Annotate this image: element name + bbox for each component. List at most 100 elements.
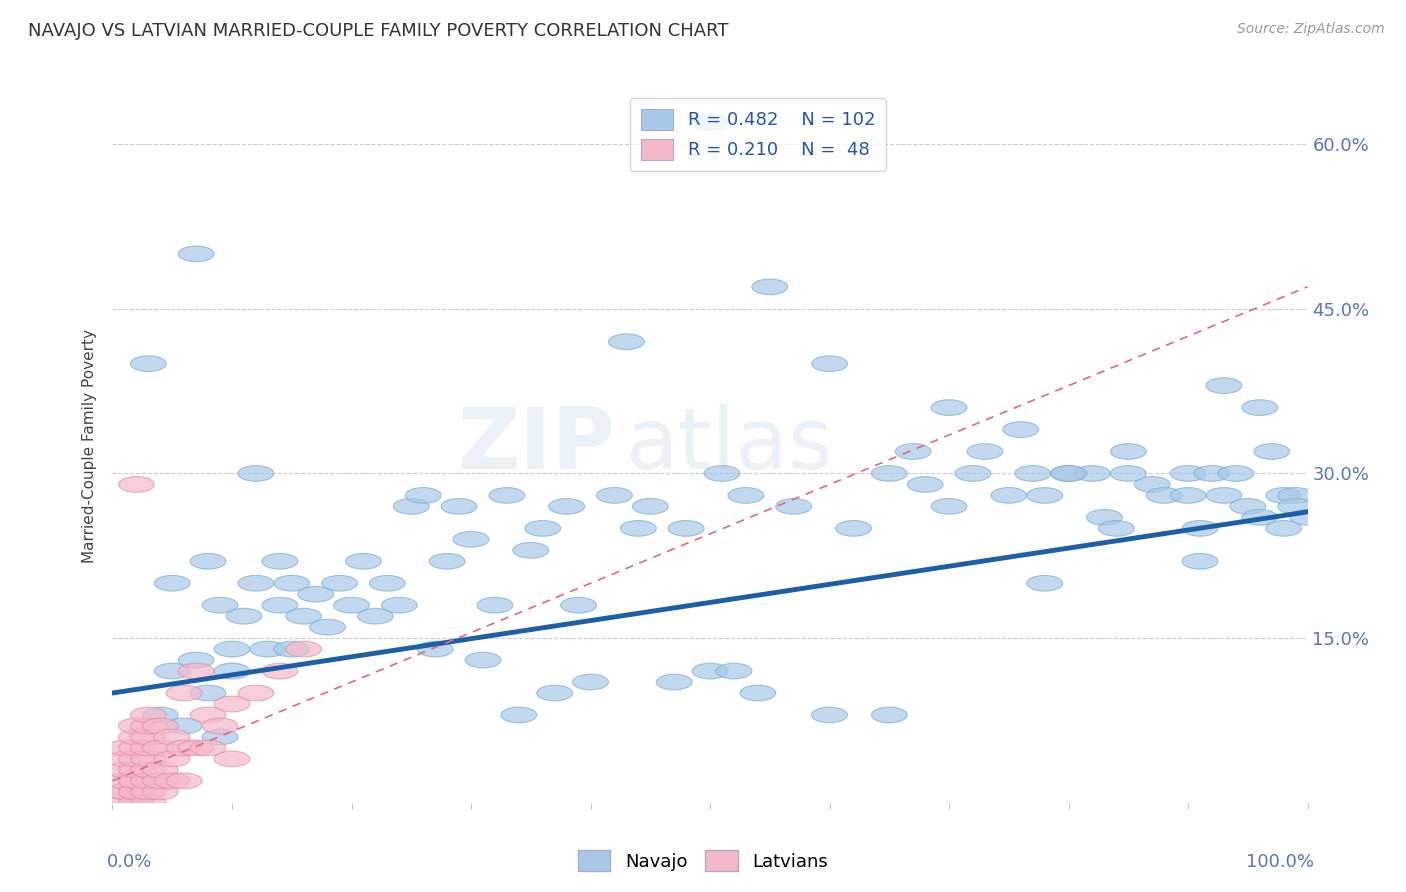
Ellipse shape	[107, 795, 142, 811]
Ellipse shape	[142, 707, 179, 723]
Text: NAVAJO VS LATVIAN MARRIED-COUPLE FAMILY POVERTY CORRELATION CHART: NAVAJO VS LATVIAN MARRIED-COUPLE FAMILY …	[28, 22, 728, 40]
Ellipse shape	[142, 740, 179, 756]
Ellipse shape	[1026, 575, 1063, 591]
Ellipse shape	[166, 773, 202, 789]
Ellipse shape	[596, 488, 633, 503]
Ellipse shape	[142, 762, 179, 778]
Text: 0.0%: 0.0%	[107, 853, 152, 871]
Ellipse shape	[107, 762, 142, 778]
Ellipse shape	[811, 356, 848, 371]
Ellipse shape	[107, 784, 142, 799]
Ellipse shape	[107, 784, 142, 799]
Ellipse shape	[394, 499, 429, 514]
Ellipse shape	[155, 664, 190, 679]
Ellipse shape	[131, 784, 166, 799]
Ellipse shape	[214, 751, 250, 767]
Ellipse shape	[131, 718, 166, 734]
Ellipse shape	[155, 575, 190, 591]
Ellipse shape	[142, 718, 179, 734]
Ellipse shape	[1206, 488, 1241, 503]
Ellipse shape	[107, 751, 142, 767]
Text: ZIP: ZIP	[457, 404, 614, 488]
Ellipse shape	[238, 466, 274, 482]
Ellipse shape	[238, 685, 274, 701]
Ellipse shape	[477, 598, 513, 613]
Ellipse shape	[155, 729, 190, 745]
Ellipse shape	[405, 488, 441, 503]
Ellipse shape	[166, 718, 202, 734]
Ellipse shape	[896, 443, 931, 459]
Ellipse shape	[131, 751, 166, 767]
Ellipse shape	[131, 795, 166, 811]
Ellipse shape	[1265, 521, 1302, 536]
Ellipse shape	[1265, 488, 1302, 503]
Ellipse shape	[142, 773, 179, 789]
Ellipse shape	[1111, 443, 1146, 459]
Ellipse shape	[214, 641, 250, 657]
Ellipse shape	[202, 729, 238, 745]
Ellipse shape	[752, 279, 787, 294]
Ellipse shape	[179, 740, 214, 756]
Ellipse shape	[274, 575, 309, 591]
Ellipse shape	[633, 499, 668, 514]
Ellipse shape	[202, 598, 238, 613]
Ellipse shape	[572, 674, 609, 690]
Ellipse shape	[190, 740, 226, 756]
Ellipse shape	[381, 598, 418, 613]
Ellipse shape	[501, 707, 537, 723]
Ellipse shape	[1015, 466, 1050, 482]
Ellipse shape	[1182, 553, 1218, 569]
Ellipse shape	[226, 608, 262, 624]
Ellipse shape	[166, 740, 202, 756]
Text: atlas: atlas	[627, 404, 834, 488]
Ellipse shape	[489, 488, 524, 503]
Text: Source: ZipAtlas.com: Source: ZipAtlas.com	[1237, 22, 1385, 37]
Ellipse shape	[155, 751, 190, 767]
Ellipse shape	[716, 664, 752, 679]
Ellipse shape	[131, 729, 166, 745]
Ellipse shape	[1194, 466, 1230, 482]
Ellipse shape	[740, 685, 776, 701]
Ellipse shape	[1278, 488, 1313, 503]
Ellipse shape	[1182, 521, 1218, 536]
Ellipse shape	[250, 641, 285, 657]
Ellipse shape	[548, 499, 585, 514]
Ellipse shape	[620, 521, 657, 536]
Ellipse shape	[179, 652, 214, 668]
Ellipse shape	[967, 443, 1002, 459]
Ellipse shape	[179, 246, 214, 261]
Ellipse shape	[202, 718, 238, 734]
Ellipse shape	[118, 762, 155, 778]
Ellipse shape	[262, 553, 298, 569]
Ellipse shape	[728, 488, 763, 503]
Ellipse shape	[214, 664, 250, 679]
Ellipse shape	[453, 532, 489, 547]
Ellipse shape	[931, 400, 967, 416]
Ellipse shape	[298, 586, 333, 602]
Ellipse shape	[441, 499, 477, 514]
Ellipse shape	[118, 729, 155, 745]
Ellipse shape	[118, 784, 155, 799]
Ellipse shape	[1218, 466, 1254, 482]
Ellipse shape	[262, 664, 298, 679]
Ellipse shape	[1170, 466, 1206, 482]
Ellipse shape	[1241, 509, 1278, 525]
Ellipse shape	[107, 773, 142, 789]
Ellipse shape	[166, 685, 202, 701]
Ellipse shape	[1050, 466, 1087, 482]
Ellipse shape	[118, 718, 155, 734]
Ellipse shape	[346, 553, 381, 569]
Ellipse shape	[357, 608, 394, 624]
Ellipse shape	[118, 784, 155, 799]
Ellipse shape	[262, 598, 298, 613]
Ellipse shape	[835, 521, 872, 536]
Y-axis label: Married-Couple Family Poverty: Married-Couple Family Poverty	[82, 329, 97, 563]
Ellipse shape	[872, 707, 907, 723]
Ellipse shape	[118, 773, 155, 789]
Ellipse shape	[418, 641, 453, 657]
Ellipse shape	[131, 707, 166, 723]
Ellipse shape	[955, 466, 991, 482]
Ellipse shape	[333, 598, 370, 613]
Ellipse shape	[1254, 443, 1289, 459]
Ellipse shape	[1111, 466, 1146, 482]
